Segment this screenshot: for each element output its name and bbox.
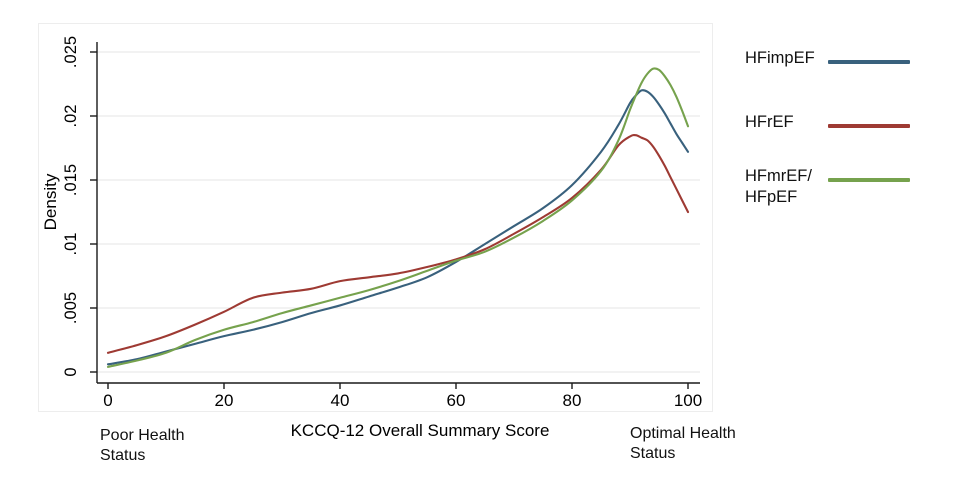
density-curve-hfmref-hfpef (106, 67, 690, 368)
x-tick-label: 60 (447, 391, 466, 410)
density-curve-hfimpef (106, 89, 690, 366)
x-axis-title: KCCQ-12 Overall Summary Score (290, 421, 550, 440)
legend-label-line: HFimpEF (745, 49, 815, 67)
x-tick-label: 100 (674, 391, 702, 410)
legend-line-swatch (828, 124, 910, 128)
annotation-line: Poor Health (100, 427, 185, 444)
legend-line-swatch (828, 60, 910, 64)
annotation-optimal-health-status: Optimal Health Status (630, 424, 736, 464)
y-tick-label: .01 (62, 233, 80, 256)
x-tick-label: 20 (215, 391, 234, 410)
legend-label-line: HFpEF (745, 188, 798, 206)
annotation-line: Optimal Health (630, 425, 736, 442)
y-tick-label: .02 (62, 105, 80, 128)
legend: HFimpEF HFrEF HFmrEF/HFpEF (745, 0, 955, 230)
y-tick-label: .015 (62, 164, 80, 196)
y-tick-label: .025 (62, 36, 80, 68)
y-tick-label: 0 (62, 367, 80, 376)
legend-label: HFrEF (745, 112, 794, 133)
annotation-line: Status (630, 445, 676, 462)
x-tick-label: 0 (103, 391, 112, 410)
legend-label-line: HFmrEF/ (745, 167, 812, 185)
annotation-poor-health-status: Poor Health Status (100, 426, 185, 466)
y-axis-title: Density (41, 173, 60, 231)
legend-label-line: HFrEF (745, 113, 794, 131)
legend-label: HFimpEF (745, 48, 815, 69)
x-tick-label: 40 (331, 391, 350, 410)
density-curve-hfref (106, 134, 690, 354)
y-tick-label: .005 (62, 292, 80, 324)
x-tick-label: 80 (563, 391, 582, 410)
legend-label: HFmrEF/HFpEF (745, 166, 812, 208)
legend-line-swatch (828, 178, 910, 182)
annotation-line: Status (100, 447, 146, 464)
